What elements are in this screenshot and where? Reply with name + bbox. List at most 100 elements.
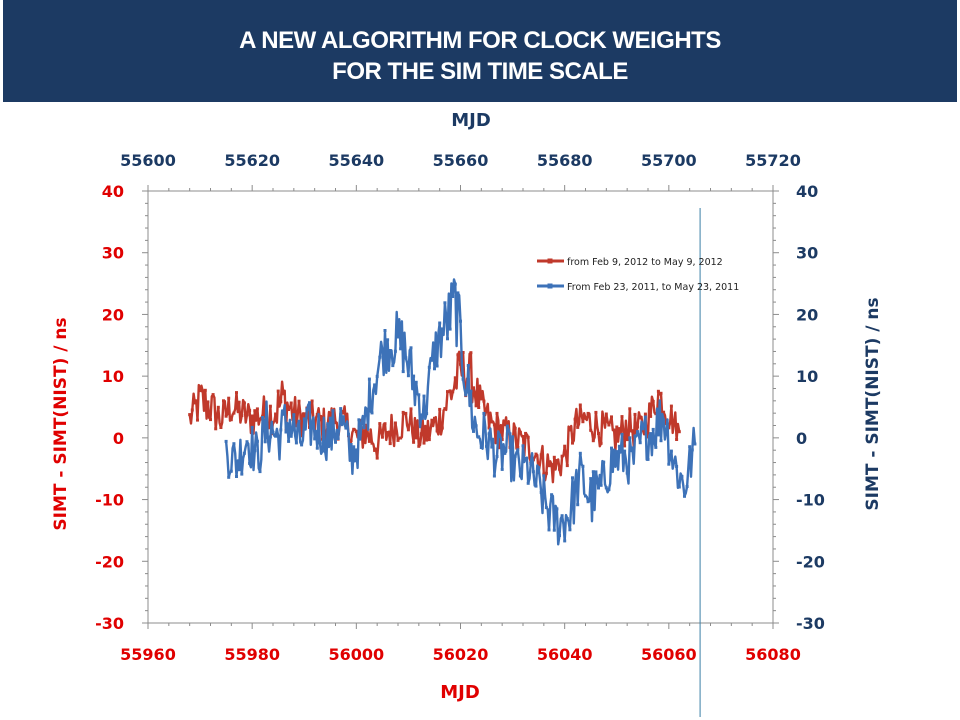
data-point [526,435,530,439]
data-point [565,464,569,468]
right-tick-label: 20 [796,305,818,324]
data-point [662,418,666,422]
data-point [690,448,694,452]
data-point [193,401,197,405]
data-point [263,440,267,444]
data-point [643,412,647,416]
data-point [594,470,598,474]
right-tick-label: 10 [796,367,818,386]
data-point [492,423,496,427]
data-point [560,454,564,458]
data-point [383,422,387,426]
left-tick-label: 30 [102,244,124,263]
data-point [550,493,554,497]
data-point [443,301,447,305]
data-point [414,436,418,440]
data-point [378,422,382,426]
data-point [675,465,679,468]
left-axis-title: SIMT - SIMT(NIST) / ns [51,317,71,530]
data-point [534,452,538,456]
data-point [669,404,673,408]
data-point [573,481,577,485]
data-point [271,430,275,434]
data-point [240,414,244,417]
data-point [586,500,590,504]
bottom-tick-label: 55960 [120,645,176,664]
data-point [578,403,582,407]
data-point [459,319,462,323]
data-point [386,338,390,342]
data-point [391,364,395,368]
data-point [459,362,462,366]
data-point [386,431,390,434]
data-point [518,430,522,434]
data-point [555,507,559,511]
top-tick-label: 55620 [224,151,280,170]
data-point [620,415,624,419]
data-point [242,451,246,455]
data-point [300,443,304,447]
data-point [625,471,629,475]
top-tick-label: 55720 [745,151,801,170]
left-axis-tick-labels: 40 30 20 10 0 -10 -20 -30 [95,182,124,633]
data-point [214,427,218,431]
data-point [482,399,486,403]
top-tick-label: 55700 [641,151,697,170]
data-point [281,412,285,416]
data-point [289,434,293,438]
data-point [227,475,231,479]
data-point [253,449,257,453]
data-point [542,472,546,476]
data-point [469,351,473,355]
data-point [453,282,457,286]
data-point [383,329,387,332]
data-point [680,474,684,478]
data-point [508,432,512,436]
data-point [281,392,285,396]
data-point [516,448,520,452]
data-point [604,412,608,416]
data-point [367,439,371,443]
data-point [456,291,460,295]
data-point [521,435,525,438]
data-point [500,438,504,441]
data-point [495,411,499,415]
right-axis-title: SIMT - SIMT(NIST) / ns [863,297,883,510]
right-axis-tick-labels: 40 30 20 10 0 -10 -20 -30 [796,182,825,633]
data-point [498,446,502,450]
data-point [659,439,663,443]
legend-label-red: from Feb 9, 2012 to May 9, 2012 [567,257,723,268]
top-tick-label: 55600 [120,151,176,170]
data-point [245,440,249,444]
data-point [229,469,233,473]
left-tick-label: -20 [95,552,124,571]
data-point [427,438,431,442]
data-point [544,471,548,475]
data-point [685,485,689,488]
data-point [188,413,192,417]
data-point [412,440,416,444]
legend-label-blue: From Feb 23, 2011, to May 23, 2011 [567,282,739,293]
data-point [427,365,431,369]
data-point [354,448,358,452]
data-point [388,349,392,352]
data-point [448,389,452,393]
bottom-tick-label: 56080 [745,645,801,664]
data-point [406,428,410,432]
data-point [248,408,252,412]
data-point [294,441,298,445]
data-point [308,401,311,405]
data-point [440,426,444,430]
data-point [534,484,538,488]
data-point [659,391,663,395]
data-point [656,389,660,393]
data-point [597,486,600,490]
data-point [487,432,491,436]
data-point [524,457,528,460]
data-point [258,470,262,474]
data-point [393,421,397,425]
data-point [531,470,535,474]
data-point [190,408,194,412]
data-point [287,408,291,411]
